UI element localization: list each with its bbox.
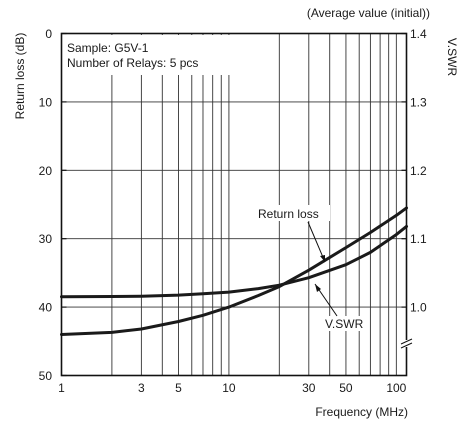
y-right-tick-label: 1.4 [410, 27, 427, 41]
y-right-tick-label: 1.1 [410, 232, 427, 246]
y-left-tick-label: 20 [39, 164, 53, 178]
y-right-tick-label: 1.2 [410, 164, 427, 178]
series-label-vswr: V.SWR [325, 317, 364, 331]
series-line-vswr [60, 224, 408, 299]
axis-break-mark [400, 338, 413, 349]
plot-frame [60, 32, 408, 377]
y-left-tick-labels: 0 10 20 30 40 50 [39, 27, 67, 383]
x-tick-label: 3 [138, 381, 145, 395]
y-right-tick-label: 1.3 [410, 95, 427, 109]
x-tick-label: 100 [386, 381, 406, 395]
return-loss-leader-arrow [320, 255, 325, 262]
y-right-tick-label: 1.0 [410, 301, 427, 315]
x-tick-labels: 1 3 5 10 30 50 100 [58, 381, 407, 395]
return-loss-label-bg [254, 205, 330, 221]
y-left-tick-label: 40 [39, 301, 53, 315]
x-tick-label: 50 [339, 381, 353, 395]
vswr-leader-arrow [315, 284, 321, 292]
x-tick-label: 30 [302, 381, 316, 395]
x-tick-label: 5 [175, 381, 182, 395]
x-tick-label: 10 [222, 381, 236, 395]
chart-note: (Average value (initial)) [307, 6, 430, 20]
annotation-box [63, 35, 239, 75]
y-right-tick-labels: 1.4 1.3 1.2 1.1 1.0 [401, 27, 427, 315]
x-tick-label: 1 [58, 381, 65, 395]
annotation-line-2: Number of Relays: 5 pcs [67, 56, 198, 70]
return-loss-leader [307, 221, 326, 263]
y-left-axis-label: Return loss (dB) [13, 33, 27, 120]
y-right-axis-label: V.SWR [445, 38, 459, 77]
y-left-tick-label: 50 [39, 369, 53, 383]
y-left-tick-label: 0 [45, 27, 52, 41]
annotation-line-1: Sample: G5V-1 [67, 41, 149, 55]
x-axis-label: Frequency (MHz) [315, 405, 408, 419]
vswr-label-bg [323, 316, 369, 331]
y-left-tick-label: 30 [39, 232, 53, 246]
series-line-return-loss [60, 206, 408, 336]
curves [60, 206, 408, 336]
y-left-tick-label: 10 [39, 95, 53, 109]
series-label-return-loss: Return loss [258, 207, 319, 221]
